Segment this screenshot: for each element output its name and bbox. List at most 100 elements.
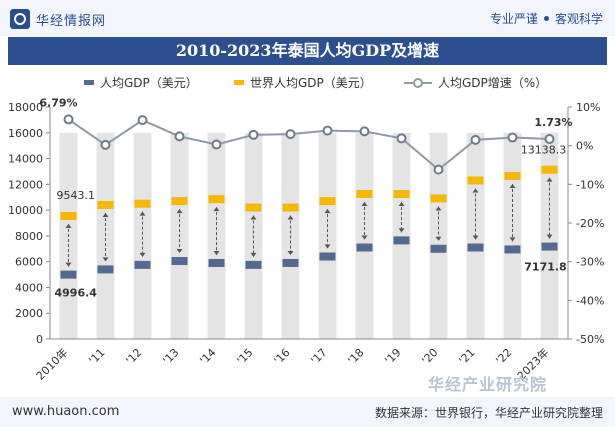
world-gdp-marker (245, 203, 262, 212)
column-band (392, 132, 411, 339)
column-band (429, 132, 448, 339)
y-right-tick-label: -50% (576, 333, 604, 346)
data-label-growth-last: 1.73% (534, 116, 572, 129)
x-tick-label: '18 (345, 346, 366, 367)
arrow-down-icon (472, 235, 479, 240)
growth-point (507, 132, 518, 143)
growth-point (359, 126, 370, 137)
world-gdp-marker (134, 199, 151, 208)
y-left-tick-label: 4000 (15, 281, 43, 294)
arrow-up-icon (398, 202, 405, 206)
world-gdp-marker (393, 190, 410, 198)
chart-legend: 人均GDP（美元） 世界人均GDP（美元） 人均GDP增速（%） (84, 76, 547, 90)
legend-label-gdp: 人均GDP（美元） (100, 76, 198, 90)
gdp-marker (467, 243, 484, 252)
world-gdp-marker (171, 197, 188, 206)
y-left-tick-label: 2000 (15, 307, 43, 320)
y-right-tick-label: -20% (576, 217, 604, 230)
gdp-marker (504, 245, 521, 254)
dot-icon (543, 16, 549, 21)
y-right-tick-label: 0% (576, 140, 593, 153)
x-tick-label: '11 (86, 346, 107, 367)
arrow-up-icon (102, 212, 109, 217)
world-gdp-marker (356, 190, 373, 198)
x-tick-label: '12 (123, 346, 144, 367)
growth-point (211, 139, 222, 150)
growth-point (396, 133, 407, 144)
brand-name: 华经情报网 (36, 13, 107, 29)
legend-swatch-growth-marker (413, 78, 423, 88)
x-tick-label: '13 (160, 346, 181, 367)
legend-label-growth: 人均GDP增速（%） (438, 76, 547, 90)
growth-point (285, 129, 296, 140)
growth-line (67, 118, 550, 171)
gdp-marker (430, 244, 447, 253)
arrow-up-icon (324, 209, 331, 214)
legend-swatch-world (234, 80, 244, 85)
growth-point (322, 125, 333, 136)
growth-point (174, 131, 185, 142)
arrow-down-icon (139, 252, 146, 257)
logo-icon (10, 9, 30, 29)
chart-area: 人均GDP（美元） 世界人均GDP（美元） 人均GDP增速（%） 0 2000 40… (8, 76, 604, 383)
x-tick-label: '20 (419, 346, 440, 367)
arrow-up-icon (65, 224, 72, 229)
gdp-marker (282, 258, 299, 267)
arrow-up-icon (287, 215, 294, 220)
growth-point (248, 129, 259, 140)
y-left-tick-label: 8000 (15, 230, 43, 243)
gdp-marker (208, 258, 225, 267)
chart-title: 2010-2023年泰国人均GDP及增速 (8, 37, 607, 65)
x-tick-label: '17 (308, 346, 329, 367)
growth-point (470, 134, 481, 145)
x-tick-label: '16 (271, 346, 292, 367)
y-left-tick-label: 18000 (8, 101, 43, 114)
y-left-tick-label: 14000 (8, 153, 43, 166)
site-url[interactable]: www.huaon.com (12, 404, 120, 419)
arrow-down-icon (65, 262, 72, 267)
data-label-world-first: 9543.1 (57, 189, 96, 202)
tag-objective: 客观科学 (554, 12, 603, 26)
world-gdp-marker (541, 165, 558, 174)
arrow-up-icon (509, 183, 516, 188)
legend-label-world: 世界人均GDP（美元） (250, 76, 372, 90)
gdp-marker (356, 243, 373, 252)
data-label-gdp-last: 7171.8 (524, 261, 566, 274)
arrow-down-icon (324, 244, 331, 249)
gdp-marker (134, 260, 151, 269)
x-tick-label: '15 (234, 346, 255, 367)
y-left-tick-label: 16000 (8, 127, 43, 140)
top-bar: 华经情报网 专业严谨 客观科学 (0, 0, 615, 36)
data-source: 数据来源：世界银行，华经产业研究院整理 (374, 406, 603, 420)
arrow-down-icon (546, 234, 553, 239)
y-left-tick-label: 12000 (8, 178, 43, 191)
footer: www.huaon.com 数据来源：世界银行，华经产业研究院整理 (0, 397, 615, 427)
brand: 华经情报网 (10, 9, 106, 29)
gdp-marker (393, 236, 410, 245)
arrow-down-icon (509, 237, 516, 242)
arrow-down-icon (176, 249, 183, 254)
arrow-up-icon (435, 206, 442, 211)
world-gdp-marker (430, 194, 447, 203)
growth-point (137, 115, 148, 126)
arrow-up-icon (213, 207, 220, 212)
arrow-up-icon (176, 209, 183, 214)
arrow-up-icon (361, 202, 368, 206)
y-left-tick-label: 0 (36, 333, 43, 346)
legend-swatch-gdp (84, 80, 94, 85)
data-label-gdp-first: 4996.4 (55, 287, 98, 300)
x-tick-label: '19 (382, 346, 403, 367)
arrow-up-icon (139, 211, 146, 216)
world-gdp-marker (467, 176, 484, 185)
world-gdp-marker (60, 212, 77, 221)
arrow-up-icon (546, 177, 553, 182)
arrow-up-icon (472, 188, 479, 193)
arrow-down-icon (398, 228, 405, 233)
arrow-down-icon (361, 235, 368, 240)
gdp-marker (97, 265, 114, 274)
gdp-marker (171, 257, 188, 266)
y-left-tick-label: 10000 (8, 204, 43, 217)
watermark-text: 华经产业研究院 (428, 375, 548, 394)
y-right-tick-label: -10% (576, 178, 604, 191)
world-gdp-marker (319, 197, 336, 206)
